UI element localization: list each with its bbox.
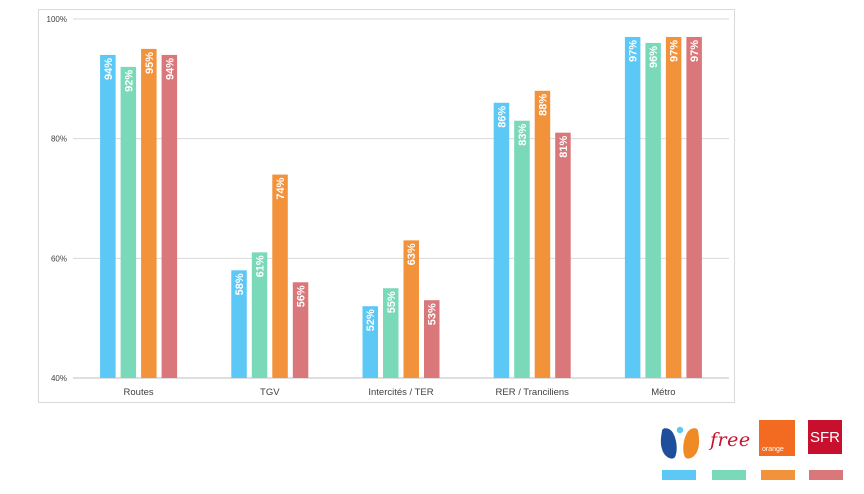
data-label: 94% [164, 58, 176, 80]
bar [645, 42, 661, 378]
data-label: 94% [103, 58, 115, 80]
bar [493, 102, 510, 379]
sfr-logo: SFR [808, 420, 842, 454]
bar [555, 132, 571, 378]
data-label: 61% [255, 255, 267, 277]
x-tick-label: Métro [651, 387, 675, 398]
orange-logo: orange [759, 420, 795, 456]
data-label: 97% [689, 40, 701, 62]
data-label: 55% [386, 291, 398, 313]
bar [624, 36, 641, 378]
y-tick-label: 80% [51, 135, 67, 144]
legend-swatch-bouygues [662, 470, 696, 480]
bar [272, 174, 288, 378]
data-label: 86% [496, 106, 508, 128]
data-label: 95% [144, 52, 156, 74]
bar [534, 90, 551, 379]
bar [251, 252, 268, 378]
data-label: 92% [123, 70, 135, 92]
data-label: 58% [234, 273, 246, 295]
bar [424, 300, 440, 378]
chart-frame: 40% 60% 80% 100% 94% 92% 95% 94% Routes 58% 61% 74%… [38, 9, 735, 403]
bar [292, 282, 309, 378]
data-label: 52% [365, 309, 377, 331]
legend-swatch-sfr [809, 470, 843, 480]
data-label: 97% [628, 40, 640, 62]
bar [120, 66, 137, 378]
bar [161, 54, 178, 379]
data-label: 56% [296, 285, 308, 307]
x-tick-label: Routes [124, 387, 154, 398]
bar-chart: 40% 60% 80% 100% 94% 92% 95% 94% Routes 58% 61% 74%… [47, 15, 729, 398]
x-tick-label: RER / Tranciliens [496, 387, 570, 398]
bar [100, 54, 116, 379]
data-label: 83% [517, 124, 529, 146]
bar [383, 288, 399, 378]
bar [403, 240, 419, 378]
bar [514, 120, 530, 378]
sfr-logo-text: SFR [810, 428, 840, 446]
bar [231, 270, 247, 378]
legend-swatch-orange [761, 470, 795, 480]
data-label: 88% [537, 94, 549, 116]
free-logo: free [710, 429, 751, 451]
data-label: 53% [427, 303, 439, 325]
y-tick-label: 60% [51, 254, 67, 263]
legend-swatch-free [712, 470, 746, 480]
bar [686, 36, 702, 378]
data-label: 81% [558, 135, 570, 157]
data-label: 63% [406, 243, 418, 265]
data-label: 97% [669, 40, 681, 62]
y-tick-label: 40% [51, 374, 67, 383]
data-label: 96% [648, 46, 660, 68]
orange-logo-text: orange [762, 446, 784, 453]
bar [362, 306, 378, 378]
y-tick-label: 100% [47, 15, 67, 24]
data-label: 74% [275, 177, 287, 199]
x-tick-label: TGV [260, 387, 280, 398]
operator-legend: free orange SFR [640, 415, 860, 485]
bouygues-logo-icon [660, 426, 700, 459]
x-tick-label: Intercités / TER [368, 387, 433, 398]
bar [665, 36, 682, 378]
bar [141, 48, 157, 379]
